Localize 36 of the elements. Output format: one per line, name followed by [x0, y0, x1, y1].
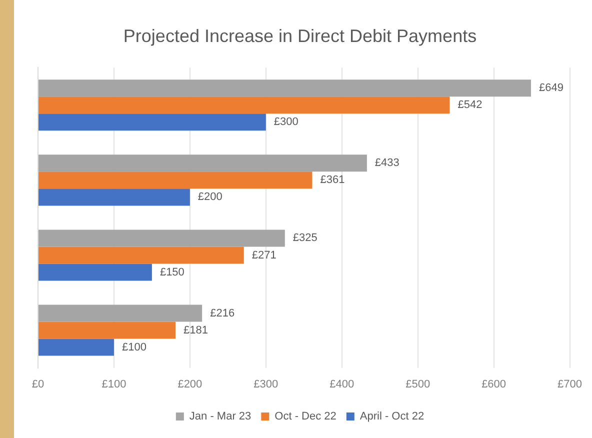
x-tick-label: £300 — [254, 378, 278, 390]
bar — [38, 114, 266, 131]
x-tick-label: £700 — [558, 378, 582, 390]
x-tick-label: £100 — [102, 378, 126, 390]
bar — [38, 322, 176, 339]
data-label: £216 — [210, 307, 235, 320]
data-label: £181 — [184, 324, 208, 336]
data-label: £361 — [320, 174, 345, 186]
bar — [38, 230, 285, 247]
bar — [38, 338, 114, 356]
data-label: £325 — [292, 232, 318, 244]
x-tick-label: £600 — [482, 378, 506, 390]
bar — [38, 96, 450, 114]
bar — [38, 304, 202, 322]
bar — [38, 172, 312, 189]
legend-label: Oct - Dec 22 — [274, 410, 336, 423]
x-tick-label: £200 — [178, 378, 202, 390]
bar — [38, 154, 367, 172]
data-label: £150 — [160, 266, 184, 278]
chart-title: Projected Increase in Direct Debit Payments — [123, 26, 477, 46]
data-label: £200 — [198, 191, 222, 204]
data-label: £542 — [458, 99, 482, 112]
data-label: £649 — [539, 82, 564, 94]
data-label: £100 — [122, 341, 146, 354]
x-tick-label: £0 — [32, 378, 44, 390]
data-label: £271 — [252, 249, 276, 262]
x-tick-label: £500 — [406, 378, 430, 390]
bar — [38, 246, 244, 264]
data-label: £433 — [374, 157, 400, 170]
legend-label: April - Oct 22 — [360, 410, 424, 423]
x-tick-label: £400 — [330, 378, 354, 390]
bar — [38, 188, 190, 206]
bar — [38, 264, 152, 281]
bar — [38, 80, 532, 97]
data-label: £300 — [274, 116, 298, 128]
legend-label: Jan - Mar 23 — [189, 410, 252, 423]
